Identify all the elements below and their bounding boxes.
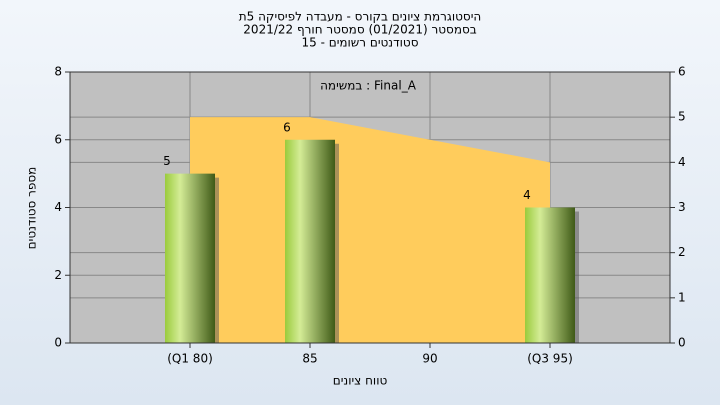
x-tick-label: (Q1 80)	[167, 352, 213, 366]
value-label: 4	[523, 188, 531, 202]
x-tick-label: 85	[302, 352, 317, 366]
y-tick-label: 2	[54, 268, 62, 282]
x-tick-label: 90	[422, 352, 437, 366]
y-tick-label: 4	[54, 200, 62, 214]
x-tick-label: (Q3 95)	[527, 352, 573, 366]
title-line: סטודנטים רשומים - 15	[301, 36, 418, 50]
y-tick-label: 8	[54, 65, 62, 79]
y2-tick-label: 6	[678, 65, 686, 79]
y2-tick-label: 0	[678, 336, 686, 350]
title-line: היסטוגרמת ציונים בקורס - מעבדה לפיסיקה 5…	[239, 10, 481, 24]
title-line: בסמסטר (01/2021) סמסטר חורף 2021/22	[243, 23, 476, 37]
value-label: 6	[283, 120, 291, 134]
y-tick-label: 0	[54, 336, 62, 350]
annotation-box	[318, 76, 418, 96]
bar	[165, 173, 215, 343]
y2-tick-label: 1	[678, 290, 686, 304]
value-label: 5	[163, 154, 171, 168]
y-axis-label: מספר סטודנטים	[25, 167, 39, 250]
y2-tick-label: 3	[678, 200, 686, 214]
y2-tick-label: 2	[678, 245, 686, 259]
bar	[285, 139, 335, 343]
x-axis-label: טווח ציונים	[333, 374, 388, 388]
y2-tick-label: 5	[678, 110, 686, 124]
bar	[525, 207, 575, 343]
annotation: במשימה : Final_A	[320, 79, 417, 93]
y2-tick-label: 4	[678, 155, 686, 169]
y-tick-label: 6	[54, 132, 62, 146]
marks: 5 6 4	[163, 117, 579, 344]
area	[190, 117, 550, 344]
